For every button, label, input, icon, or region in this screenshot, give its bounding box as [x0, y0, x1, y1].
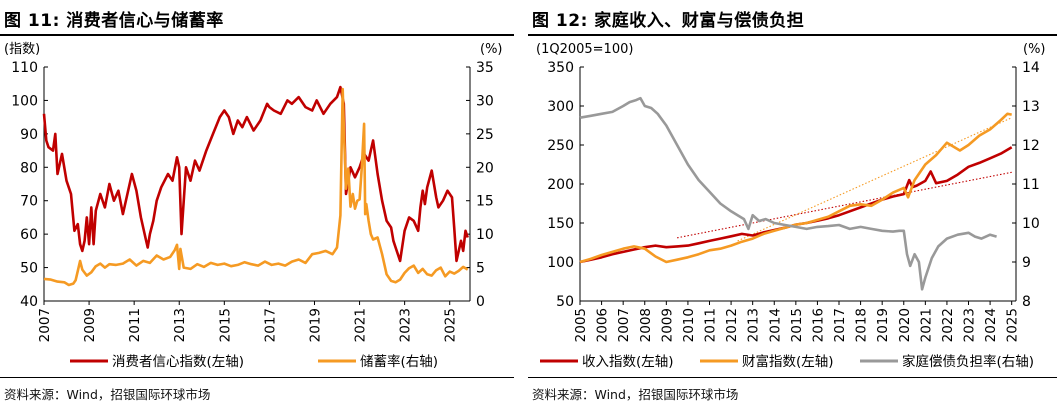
- left-tick-label: 110: [11, 60, 38, 76]
- left-tick-label: 40: [20, 294, 38, 310]
- left-tick-label: 100: [11, 93, 38, 109]
- right-tick-label: 20: [476, 160, 494, 176]
- x-tick-label: 2014: [767, 308, 783, 342]
- legend-label: 家庭偿债负担率(右轴): [902, 353, 1034, 370]
- left-tick-label: 250: [547, 138, 574, 154]
- trend-line: [677, 171, 1012, 239]
- left-tick-label: 350: [547, 60, 574, 76]
- left-axis-unit: (指数): [4, 42, 40, 57]
- title-divider: [528, 34, 1057, 36]
- x-tick-label: 2011: [703, 308, 719, 342]
- right-axis-unit: (%): [1023, 42, 1046, 57]
- right-tick-label: 11: [1022, 177, 1040, 193]
- right-tick-label: 8: [1022, 294, 1031, 310]
- left-tick-label: 300: [547, 99, 574, 115]
- x-tick-label: 2019: [307, 308, 323, 342]
- legend-label: 消费者信心指数(左轴): [112, 354, 244, 370]
- x-tick-label: 2016: [810, 308, 826, 342]
- right-tick-label: 15: [476, 194, 494, 210]
- right-tick-label: 14: [1022, 60, 1040, 76]
- x-tick-label: 2006: [595, 308, 611, 342]
- x-tick-label: 2025: [1005, 308, 1021, 342]
- right-tick-label: 25: [476, 127, 494, 143]
- x-tick-label: 2017: [832, 308, 848, 342]
- right-tick-label: 13: [1022, 99, 1040, 115]
- x-tick-label: 2019: [875, 308, 891, 342]
- source-note: 资料来源：Wind，招银国际环球市场: [532, 387, 739, 402]
- left-tick-label: 150: [547, 216, 574, 232]
- left-tick-label: 100: [547, 255, 574, 271]
- right-tick-label: 9: [1022, 255, 1031, 271]
- x-tick-label: 2025: [443, 308, 459, 342]
- left-axis-unit: (1Q2005=100): [536, 42, 633, 57]
- right-tick-label: 0: [476, 294, 485, 310]
- legend-label: 储蓄率(右轴): [360, 353, 438, 370]
- series-line: [579, 112, 1012, 264]
- x-tick-label: 2013: [172, 308, 188, 342]
- left-tick-label: 200: [547, 177, 574, 193]
- legend-label: 收入指数(左轴): [582, 354, 674, 370]
- x-tick-label: 2015: [217, 308, 233, 342]
- x-tick-label: 2013: [746, 308, 762, 342]
- right-tick-label: 10: [476, 227, 494, 243]
- x-tick-label: 2011: [127, 308, 143, 342]
- x-tick-label: 2021: [353, 308, 369, 342]
- left-tick-label: 90: [20, 127, 38, 143]
- right-tick-label: 35: [476, 60, 494, 76]
- x-tick-label: 2007: [616, 308, 632, 342]
- right-axis-unit: (%): [480, 42, 503, 57]
- x-tick-label: 2012: [724, 308, 740, 342]
- x-tick-label: 2015: [789, 308, 805, 342]
- source-divider: [0, 377, 514, 378]
- x-tick-label: 2009: [82, 308, 98, 342]
- figure-title: 图 11: 消费者信心与储蓄率: [4, 11, 224, 31]
- x-tick-label: 2005: [573, 308, 589, 342]
- consumer-confidence-saving-chart: (指数) (%)405060708090100110051015202530352…: [4, 42, 503, 370]
- x-tick-label: 2008: [638, 308, 654, 342]
- trend-line: [737, 117, 1012, 242]
- figure-title: 图 12: 家庭收入、财富与偿债负担: [532, 11, 805, 31]
- x-tick-label: 2024: [983, 308, 999, 342]
- left-tick-label: 50: [556, 294, 574, 310]
- series-line: [43, 87, 469, 287]
- x-tick-label: 2017: [262, 308, 278, 342]
- x-tick-label: 2023: [398, 308, 414, 342]
- right-tick-label: 30: [476, 93, 494, 109]
- right-tick-label: 5: [476, 261, 485, 277]
- x-tick-label: 2020: [897, 308, 913, 342]
- left-tick-label: 50: [20, 261, 38, 277]
- source-note: 资料来源：Wind，招银国际环球市场: [4, 387, 211, 402]
- figure-12-panel: 图 12: 家庭收入、财富与偿债负担 (1Q2005=100) (%) 50 100 1…: [528, 0, 1063, 411]
- right-tick-label: 10: [1022, 216, 1040, 232]
- x-tick-label: 2022: [940, 308, 956, 342]
- right-tick-label: 12: [1022, 138, 1040, 154]
- source-divider: [528, 377, 1057, 378]
- figure-11-panel: 图 11: 消费者信心与储蓄率 (指数) (%) 40 50 60 70 80 90 100 11…: [0, 0, 520, 411]
- x-tick-label: 2021: [918, 308, 934, 342]
- series-line: [42, 85, 469, 263]
- x-tick-label: 2018: [854, 308, 870, 342]
- series-line: [579, 96, 997, 291]
- title-divider: [0, 34, 514, 36]
- left-tick-label: 80: [20, 160, 38, 176]
- series-line: [579, 146, 1013, 264]
- left-tick-label: 70: [20, 194, 38, 210]
- x-tick-label: 2007: [37, 308, 53, 342]
- x-tick-label: 2010: [681, 308, 697, 342]
- left-tick-label: 60: [20, 227, 38, 243]
- income-wealth-debt-chart: (1Q2005=100) (%) 50 100 150 200 250 300 350 8 9 10 1…: [536, 42, 1046, 370]
- legend-label: 财富指数(左轴): [742, 353, 834, 370]
- x-tick-label: 2023: [962, 308, 978, 342]
- x-tick-label: 2009: [659, 308, 675, 342]
